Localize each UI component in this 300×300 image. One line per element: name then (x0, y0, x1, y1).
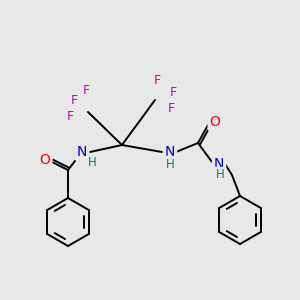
Text: H: H (216, 169, 224, 182)
Text: F: F (167, 101, 175, 115)
Text: H: H (166, 158, 174, 170)
Text: N: N (77, 145, 87, 159)
Text: F: F (153, 74, 161, 86)
Text: N: N (165, 145, 175, 159)
Text: H: H (88, 157, 96, 169)
Text: F: F (82, 83, 90, 97)
Text: N: N (214, 157, 224, 171)
Text: F: F (70, 94, 78, 106)
Text: O: O (210, 115, 220, 129)
Text: O: O (40, 153, 50, 167)
Text: F: F (66, 110, 74, 122)
Text: F: F (169, 85, 177, 98)
